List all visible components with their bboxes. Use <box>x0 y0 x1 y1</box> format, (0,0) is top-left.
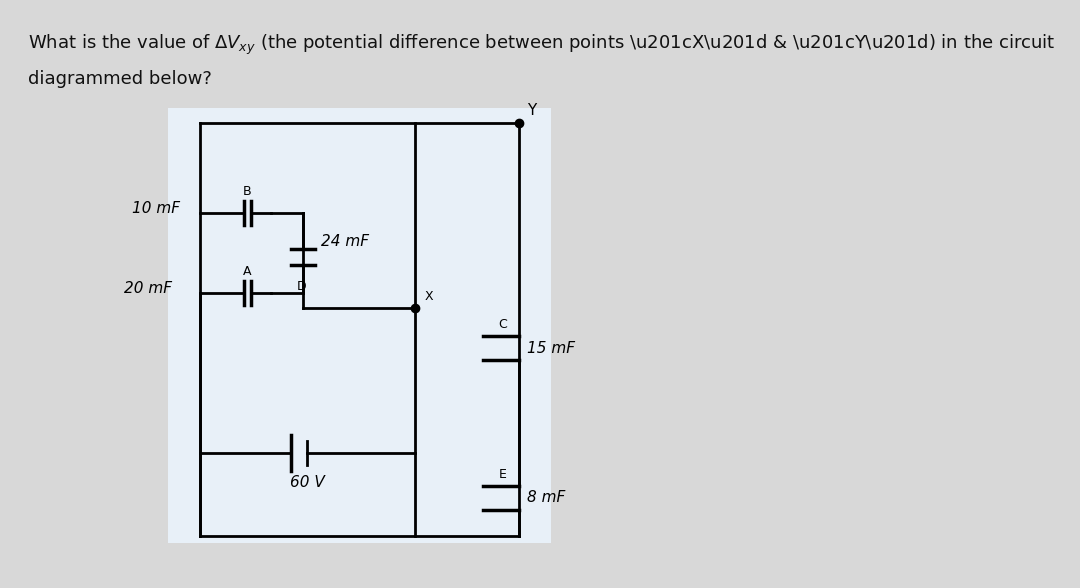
Text: 8 mF: 8 mF <box>527 490 565 506</box>
Text: C: C <box>499 318 508 331</box>
Text: diagrammed below?: diagrammed below? <box>28 70 212 88</box>
Text: 60 V: 60 V <box>291 475 325 490</box>
Text: D: D <box>297 279 307 292</box>
Text: E: E <box>499 468 507 481</box>
Text: X: X <box>424 290 433 303</box>
Text: B: B <box>243 185 252 198</box>
Text: What is the value of $\Delta V_{xy}$ (the potential difference between points \u: What is the value of $\Delta V_{xy}$ (th… <box>28 33 1055 57</box>
Text: 10 mF: 10 mF <box>132 201 179 215</box>
Text: Y: Y <box>527 103 536 118</box>
Text: 15 mF: 15 mF <box>527 340 575 356</box>
Text: A: A <box>243 265 252 278</box>
Text: 20 mF: 20 mF <box>124 280 172 296</box>
Text: 24 mF: 24 mF <box>321 233 369 249</box>
FancyBboxPatch shape <box>167 108 551 543</box>
